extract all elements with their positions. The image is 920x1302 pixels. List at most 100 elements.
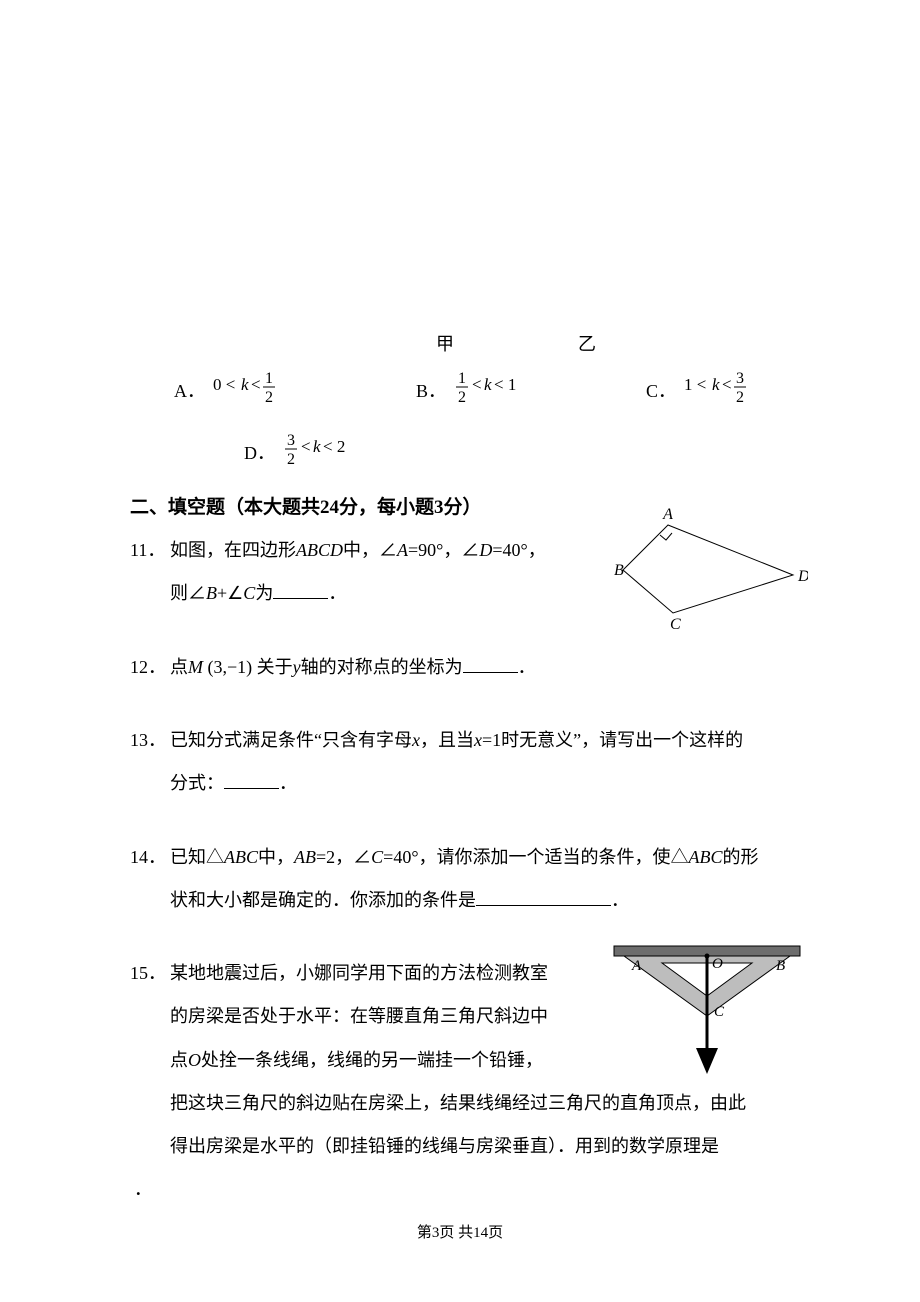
q15-fig-A: A — [631, 958, 642, 974]
q11-fig-C: C — [670, 616, 681, 633]
svg-text:<: < — [472, 375, 482, 394]
q15-fig-C: C — [714, 1004, 725, 1020]
q12-blank — [463, 654, 518, 673]
option-b-expr: 1 2 < k < 1 — [454, 368, 532, 412]
option-a-expr: 0 < k < 1 2 — [213, 368, 291, 412]
q12-mid: 关于 — [257, 657, 293, 677]
option-d-expr: 3 2 < k < 2 — [283, 430, 361, 474]
q12-num: 12． — [130, 646, 162, 689]
q14-blank — [476, 887, 611, 906]
q11-A: A — [397, 540, 408, 560]
q11-period: ． — [328, 583, 346, 603]
q14-abc1: ABC — [224, 847, 258, 867]
question-15: 15． 某地地震过后，小娜同学用下面的方法检测教室 的房梁是否处于水平：在等腰直… — [130, 952, 790, 1211]
q12-body: 点M (3,−1) 关于y轴的对称点的坐标为 ． — [130, 646, 790, 689]
q14-l2: 状和大小都是确定的．你添加的条件是 — [170, 890, 476, 910]
options-abc: A． 0 < k < 1 2 B． 1 2 < k < 1 C． — [130, 364, 790, 424]
jia-yi-labels: 甲 乙 — [130, 330, 790, 360]
q14-body: 已知△ABC中，AB=2，∠C=40°，请你添加一个适当的条件，使△ABC的形 … — [130, 836, 790, 922]
q11-num: 11． — [130, 529, 162, 572]
svg-text:<: < — [301, 437, 311, 456]
q11-C: C — [243, 583, 255, 603]
svg-text:0 <: 0 < — [213, 375, 235, 394]
q11-fig-A: A — [662, 506, 673, 523]
q12-period: ． — [518, 657, 536, 677]
q12-pre: 点 — [170, 657, 188, 677]
svg-text:2: 2 — [736, 389, 744, 406]
q14-num: 14． — [130, 836, 162, 879]
q15-l1: 某地地震过后，小娜同学用下面的方法检测教室 — [170, 963, 548, 983]
q15-l6: ． — [130, 1168, 790, 1211]
svg-text:2: 2 — [265, 389, 273, 406]
q11-D: D — [479, 540, 492, 560]
svg-text:1: 1 — [265, 370, 273, 387]
q13-line2: 分式： — [170, 773, 224, 793]
option-b-label: B． — [416, 377, 446, 403]
q13-num: 13． — [130, 719, 162, 762]
jia-label: 甲 — [436, 330, 454, 356]
svg-text:<: < — [251, 375, 261, 394]
q13-x1: x — [412, 730, 420, 750]
q15-O: O — [188, 1050, 201, 1070]
q15-l3b: 处拴一条线绳，线绳的另一端挂一个铅锤， — [201, 1050, 543, 1070]
option-b: B． 1 2 < k < 1 — [416, 368, 532, 412]
option-a-label: A． — [174, 377, 205, 403]
yi-label: 乙 — [578, 330, 596, 356]
option-d-label: D． — [244, 439, 275, 465]
svg-text:2: 2 — [287, 451, 295, 468]
q12-post: 轴的对称点的坐标为 — [301, 657, 463, 677]
q15-num: 15． — [130, 952, 162, 995]
option-d-row: D． 3 2 < k < 2 — [130, 430, 790, 474]
q11-figure: A B C D — [608, 505, 808, 635]
option-d: D． 3 2 < k < 2 — [244, 430, 361, 474]
svg-text:k: k — [241, 375, 249, 394]
q11-t2: 中，∠ — [343, 540, 397, 560]
q12-M: M — [188, 657, 203, 677]
q12-y: y — [293, 657, 301, 677]
option-c-expr: 1 < k < 3 2 — [684, 368, 762, 412]
question-13: 13． 已知分式满足条件“只含有字母x，且当x=1时无意义”，请写出一个这样的 … — [130, 719, 790, 806]
svg-text:2: 2 — [458, 389, 466, 406]
q11-t4: =40°， — [492, 540, 545, 560]
question-14: 14． 已知△ABC中，AB=2，∠C=40°，请你添加一个适当的条件，使△AB… — [130, 836, 790, 923]
q11-blank — [273, 580, 328, 599]
svg-text:k: k — [712, 375, 720, 394]
q11-t5: 则∠ — [170, 583, 206, 603]
q14-abc2: ABC — [689, 847, 723, 867]
svg-text:< 2: < 2 — [323, 437, 345, 456]
q14-a: 已知△ — [170, 847, 224, 867]
svg-text:< 1: < 1 — [494, 375, 516, 394]
q11-B: B — [206, 583, 217, 603]
q14-c: =2，∠ — [316, 847, 371, 867]
q11-t6: +∠ — [217, 583, 243, 603]
svg-text:k: k — [484, 375, 492, 394]
q11-t7: 为 — [255, 583, 273, 603]
q13-blank — [224, 770, 279, 789]
page-footer: 第3页 共14页 — [0, 1221, 920, 1242]
q14-b: 中， — [258, 847, 294, 867]
q13-period: ． — [279, 773, 297, 793]
svg-text:3: 3 — [287, 432, 295, 449]
question-11: 11． 如图，在四边形ABCD中，∠A=90°，∠D=40°， 则∠B+∠C为．… — [130, 529, 790, 616]
q11-abcd: ABCD — [296, 540, 343, 560]
q11-t3: =90°，∠ — [408, 540, 479, 560]
q13-b: ，且当 — [420, 730, 474, 750]
q13-body: 已知分式满足条件“只含有字母x，且当x=1时无意义”，请写出一个这样的 分式：． — [130, 719, 790, 805]
q14-ab: AB — [294, 847, 316, 867]
option-c: C． 1 < k < 3 2 — [646, 368, 762, 412]
q14-cang: C — [371, 847, 383, 867]
q13-a: 已知分式满足条件“只含有字母 — [170, 730, 412, 750]
svg-text:3: 3 — [736, 370, 744, 387]
option-a: A． 0 < k < 1 2 — [174, 368, 291, 412]
q12-coord: (3,−1) — [203, 657, 257, 677]
q14-d: =40°，请你添加一个适当的条件，使△ — [383, 847, 688, 867]
q15-fig-O: O — [712, 956, 723, 972]
q14-e: 的形 — [723, 847, 759, 867]
q15-l5: 得出房梁是水平的（即挂铅锤的线绳与房梁垂直）．用到的数学原理是 — [170, 1125, 719, 1168]
svg-text:k: k — [313, 437, 321, 456]
question-12: 12． 点M (3,−1) 关于y轴的对称点的坐标为 ． — [130, 646, 790, 689]
q15-l2: 的房梁是否处于水平：在等腰直角三角尺斜边中 — [170, 1006, 548, 1026]
q11-fig-D: D — [797, 568, 808, 585]
q13-x2: x — [474, 730, 482, 750]
q11-fig-B: B — [614, 562, 624, 579]
